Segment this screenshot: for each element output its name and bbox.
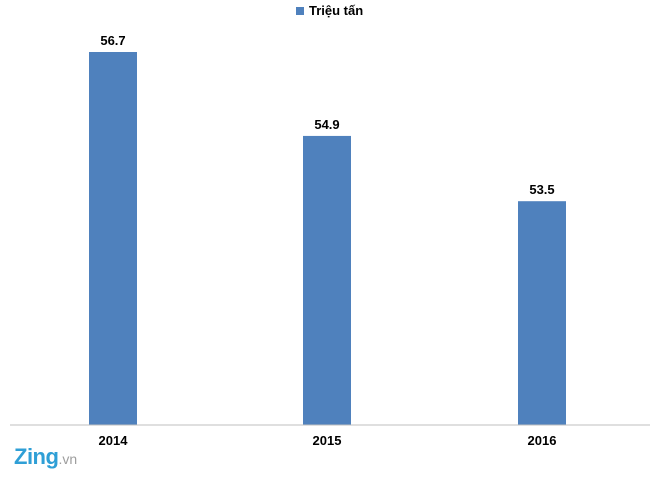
bar-2015 [303, 135, 351, 426]
x-tick-labels-group: 2014 2015 2016 [99, 433, 557, 448]
value-label-2015: 54.9 [314, 117, 339, 132]
value-labels-group: 56.7 54.9 53.5 [100, 33, 554, 197]
bars-group [89, 52, 566, 426]
bar-2016 [518, 201, 566, 425]
legend-swatch [296, 7, 304, 15]
legend-label: Triệu tấn [309, 3, 363, 18]
value-label-2014: 56.7 [100, 33, 125, 48]
x-tick-label-2015: 2015 [313, 433, 342, 448]
legend: Triệu tấn [296, 3, 363, 18]
x-tick-label-2014: 2014 [99, 433, 129, 448]
value-label-2016: 53.5 [529, 182, 554, 197]
logo-brand: Zing [14, 444, 59, 469]
zing-logo: Zing.vn [14, 446, 77, 468]
x-tick-label-2016: 2016 [528, 433, 557, 448]
bar-2014 [89, 52, 137, 425]
logo-tld: .vn [58, 451, 78, 467]
